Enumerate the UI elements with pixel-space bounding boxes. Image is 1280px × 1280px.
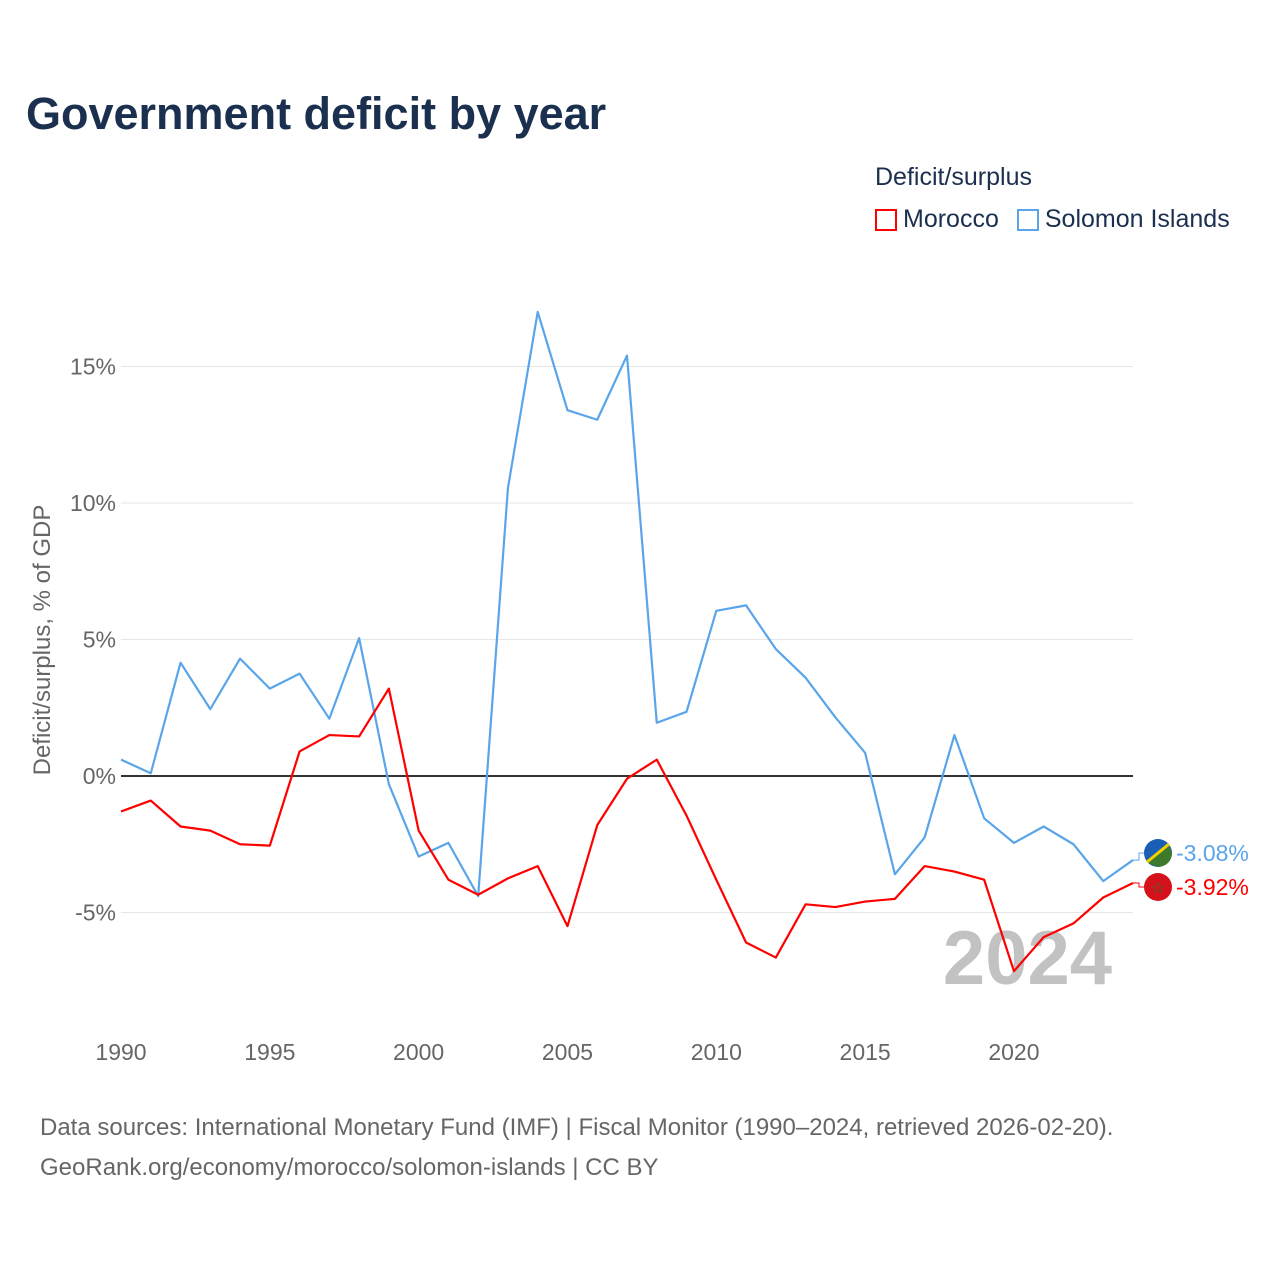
x-tick-label: 2000 <box>393 1039 444 1065</box>
y-tick-label: 5% <box>83 627 116 653</box>
end-connector <box>1133 852 1145 861</box>
source-line: Data sources: International Monetary Fun… <box>40 1114 1114 1141</box>
legend: Morocco Solomon Islands <box>875 205 1230 234</box>
series-line-solomon-islands <box>120 310 1134 898</box>
flag-morocco-star: ☆ <box>1151 880 1165 897</box>
chart-title: Government deficit by year <box>26 88 607 139</box>
x-tick-label: 2020 <box>988 1039 1039 1065</box>
y-tick-label: 15% <box>70 354 116 380</box>
legend-swatch-morocco <box>875 208 897 231</box>
x-tick-label: 1990 <box>95 1039 146 1065</box>
source-note: Data sources: International Monetary Fun… <box>40 1108 1113 1188</box>
legend-swatch-solomon-islands <box>1016 208 1039 231</box>
y-tick-label: -5% <box>75 900 116 926</box>
end-value-label: -3.08% <box>1176 840 1249 866</box>
flag-solomon-islands-stripe <box>1146 842 1170 864</box>
x-tick-label: 2005 <box>542 1039 593 1065</box>
end-value-label: -3.92% <box>1176 874 1249 900</box>
y-axis-label: Deficit/surplus, % of GDP <box>29 505 56 776</box>
y-tick-label: 0% <box>83 763 116 789</box>
year-watermark: 2024 <box>943 916 1112 1001</box>
x-tick-label: 2010 <box>691 1039 742 1065</box>
flag-solomon-islands-green <box>1148 843 1172 867</box>
end-connector <box>1133 882 1145 888</box>
x-tick-label: 2015 <box>840 1039 891 1065</box>
flag-morocco-icon <box>1144 873 1172 901</box>
legend-item-solomon-islands[interactable]: Solomon Islands <box>1016 205 1230 234</box>
legend-title: Deficit/surplus <box>875 163 1032 191</box>
legend-label-solomon-islands: Solomon Islands <box>1044 205 1230 233</box>
legend-item-morocco[interactable]: Morocco <box>875 205 999 234</box>
y-tick-label: 10% <box>70 490 116 516</box>
source-url[interactable]: GeoRank.org/economy/morocco/solomon-isla… <box>40 1154 659 1181</box>
x-tick-label: 1995 <box>244 1039 295 1065</box>
series-line-morocco <box>120 687 1134 973</box>
legend-label-morocco: Morocco <box>903 205 999 233</box>
